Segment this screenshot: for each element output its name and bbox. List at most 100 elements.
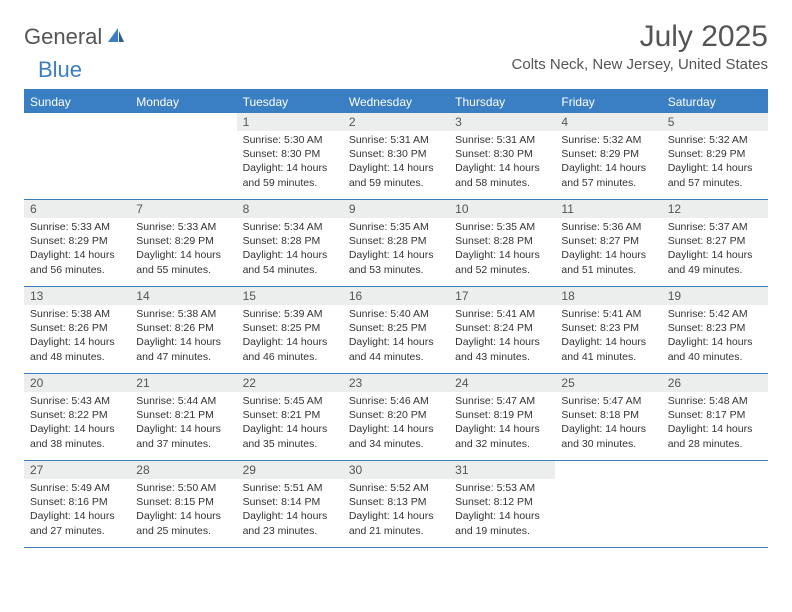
day-body: Sunrise: 5:34 AMSunset: 8:28 PMDaylight:… <box>237 218 343 281</box>
day-cell: 27Sunrise: 5:49 AMSunset: 8:16 PMDayligh… <box>24 461 130 547</box>
day-body: Sunrise: 5:37 AMSunset: 8:27 PMDaylight:… <box>662 218 768 281</box>
sunset-line: Sunset: 8:30 PM <box>349 147 443 161</box>
day-body: Sunrise: 5:44 AMSunset: 8:21 PMDaylight:… <box>130 392 236 455</box>
sunset-line: Sunset: 8:13 PM <box>349 495 443 509</box>
day-number: 29 <box>237 461 343 479</box>
daylight-line: Daylight: 14 hours and 43 minutes. <box>455 335 549 363</box>
day-cell: 10Sunrise: 5:35 AMSunset: 8:28 PMDayligh… <box>449 200 555 286</box>
sunset-line: Sunset: 8:21 PM <box>136 408 230 422</box>
calendar: SundayMondayTuesdayWednesdayThursdayFrid… <box>24 89 768 548</box>
day-body: Sunrise: 5:31 AMSunset: 8:30 PMDaylight:… <box>343 131 449 194</box>
day-cell: 1Sunrise: 5:30 AMSunset: 8:30 PMDaylight… <box>237 113 343 199</box>
day-body: Sunrise: 5:43 AMSunset: 8:22 PMDaylight:… <box>24 392 130 455</box>
sunset-line: Sunset: 8:27 PM <box>668 234 762 248</box>
day-number: 27 <box>24 461 130 479</box>
day-body: Sunrise: 5:35 AMSunset: 8:28 PMDaylight:… <box>449 218 555 281</box>
sunset-line: Sunset: 8:21 PM <box>243 408 337 422</box>
day-cell: 22Sunrise: 5:45 AMSunset: 8:21 PMDayligh… <box>237 374 343 460</box>
sunset-line: Sunset: 8:15 PM <box>136 495 230 509</box>
month-title: July 2025 <box>512 20 768 54</box>
sunrise-line: Sunrise: 5:44 AM <box>136 394 230 408</box>
sunrise-line: Sunrise: 5:33 AM <box>136 220 230 234</box>
day-cell <box>24 113 130 199</box>
day-cell: 6 Sunrise: 5:33 AMSunset: 8:29 PMDaylight… <box>24 200 130 286</box>
day-number <box>130 113 236 131</box>
day-body: Sunrise: 5:41 AMSunset: 8:24 PMDaylight:… <box>449 305 555 368</box>
day-cell: 8Sunrise: 5:34 AMSunset: 8:28 PMDaylight… <box>237 200 343 286</box>
day-body: Sunrise: 5:30 AMSunset: 8:30 PMDaylight:… <box>237 131 343 194</box>
day-body: Sunrise: 5:47 AMSunset: 8:19 PMDaylight:… <box>449 392 555 455</box>
sunset-line: Sunset: 8:30 PM <box>243 147 337 161</box>
day-body: Sunrise: 5:38 AMSunset: 8:26 PMDaylight:… <box>130 305 236 368</box>
sunset-line: Sunset: 8:18 PM <box>561 408 655 422</box>
day-body: Sunrise: 5:32 AMSunset: 8:29 PMDaylight:… <box>555 131 661 194</box>
sunset-line: Sunset: 8:23 PM <box>668 321 762 335</box>
week-row: 1Sunrise: 5:30 AMSunset: 8:30 PMDaylight… <box>24 113 768 200</box>
daylight-line: Daylight: 14 hours and 27 minutes. <box>30 509 124 537</box>
day-body: Sunrise: 5:41 AMSunset: 8:23 PMDaylight:… <box>555 305 661 368</box>
sunset-line: Sunset: 8:24 PM <box>455 321 549 335</box>
day-cell: 2Sunrise: 5:31 AMSunset: 8:30 PMDaylight… <box>343 113 449 199</box>
sunset-line: Sunset: 8:29 PM <box>30 234 124 248</box>
day-number: 21 <box>130 374 236 392</box>
daylight-line: Daylight: 14 hours and 34 minutes. <box>349 422 443 450</box>
daylight-line: Daylight: 14 hours and 47 minutes. <box>136 335 230 363</box>
sunrise-line: Sunrise: 5:36 AM <box>561 220 655 234</box>
day-cell: 7Sunrise: 5:33 AMSunset: 8:29 PMDaylight… <box>130 200 236 286</box>
daylight-line: Daylight: 14 hours and 49 minutes. <box>668 248 762 276</box>
day-number: 24 <box>449 374 555 392</box>
sunrise-line: Sunrise: 5:35 AM <box>455 220 549 234</box>
daylight-line: Daylight: 14 hours and 55 minutes. <box>136 248 230 276</box>
day-number: 31 <box>449 461 555 479</box>
day-cell: 21Sunrise: 5:44 AMSunset: 8:21 PMDayligh… <box>130 374 236 460</box>
week-row: 27Sunrise: 5:49 AMSunset: 8:16 PMDayligh… <box>24 461 768 548</box>
day-number: 19 <box>662 287 768 305</box>
logo-text-general: General <box>24 24 102 50</box>
sunrise-line: Sunrise: 5:42 AM <box>668 307 762 321</box>
sunrise-line: Sunrise: 5:33 AM <box>30 220 124 234</box>
day-cell: 24Sunrise: 5:47 AMSunset: 8:19 PMDayligh… <box>449 374 555 460</box>
sunset-line: Sunset: 8:26 PM <box>136 321 230 335</box>
sunrise-line: Sunrise: 5:32 AM <box>561 133 655 147</box>
day-number: 25 <box>555 374 661 392</box>
day-body: Sunrise: 5:50 AMSunset: 8:15 PMDaylight:… <box>130 479 236 542</box>
day-body: Sunrise: 5:38 AMSunset: 8:26 PMDaylight:… <box>24 305 130 368</box>
daylight-line: Daylight: 14 hours and 59 minutes. <box>349 161 443 189</box>
weekday-header: Wednesday <box>343 91 449 113</box>
sunset-line: Sunset: 8:25 PM <box>243 321 337 335</box>
daylight-line: Daylight: 14 hours and 38 minutes. <box>30 422 124 450</box>
daylight-line: Daylight: 14 hours and 41 minutes. <box>561 335 655 363</box>
sunset-line: Sunset: 8:29 PM <box>561 147 655 161</box>
sunset-line: Sunset: 8:19 PM <box>455 408 549 422</box>
day-cell <box>555 461 661 547</box>
day-number: 13 <box>24 287 130 305</box>
daylight-line: Daylight: 14 hours and 37 minutes. <box>136 422 230 450</box>
sunrise-line: Sunrise: 5:31 AM <box>349 133 443 147</box>
sunrise-line: Sunrise: 5:39 AM <box>243 307 337 321</box>
weekday-header: Saturday <box>662 91 768 113</box>
sunset-line: Sunset: 8:25 PM <box>349 321 443 335</box>
daylight-line: Daylight: 14 hours and 58 minutes. <box>455 161 549 189</box>
sunset-line: Sunset: 8:27 PM <box>561 234 655 248</box>
location: Colts Neck, New Jersey, United States <box>512 56 768 73</box>
day-number: 12 <box>662 200 768 218</box>
day-cell <box>662 461 768 547</box>
sunset-line: Sunset: 8:22 PM <box>30 408 124 422</box>
day-number: 6 <box>24 200 130 218</box>
weekday-header: Tuesday <box>237 91 343 113</box>
day-number: 7 <box>130 200 236 218</box>
day-cell: 14Sunrise: 5:38 AMSunset: 8:26 PMDayligh… <box>130 287 236 373</box>
day-number: 9 <box>343 200 449 218</box>
day-cell <box>130 113 236 199</box>
sunrise-line: Sunrise: 5:50 AM <box>136 481 230 495</box>
sunrise-line: Sunrise: 5:47 AM <box>455 394 549 408</box>
day-cell: 5Sunrise: 5:32 AMSunset: 8:29 PMDaylight… <box>662 113 768 199</box>
sunrise-line: Sunrise: 5:45 AM <box>243 394 337 408</box>
daylight-line: Daylight: 14 hours and 56 minutes. <box>30 248 124 276</box>
day-number: 28 <box>130 461 236 479</box>
sunset-line: Sunset: 8:16 PM <box>30 495 124 509</box>
day-number <box>24 113 130 131</box>
day-number: 1 <box>237 113 343 131</box>
daylight-line: Daylight: 14 hours and 40 minutes. <box>668 335 762 363</box>
day-number: 23 <box>343 374 449 392</box>
